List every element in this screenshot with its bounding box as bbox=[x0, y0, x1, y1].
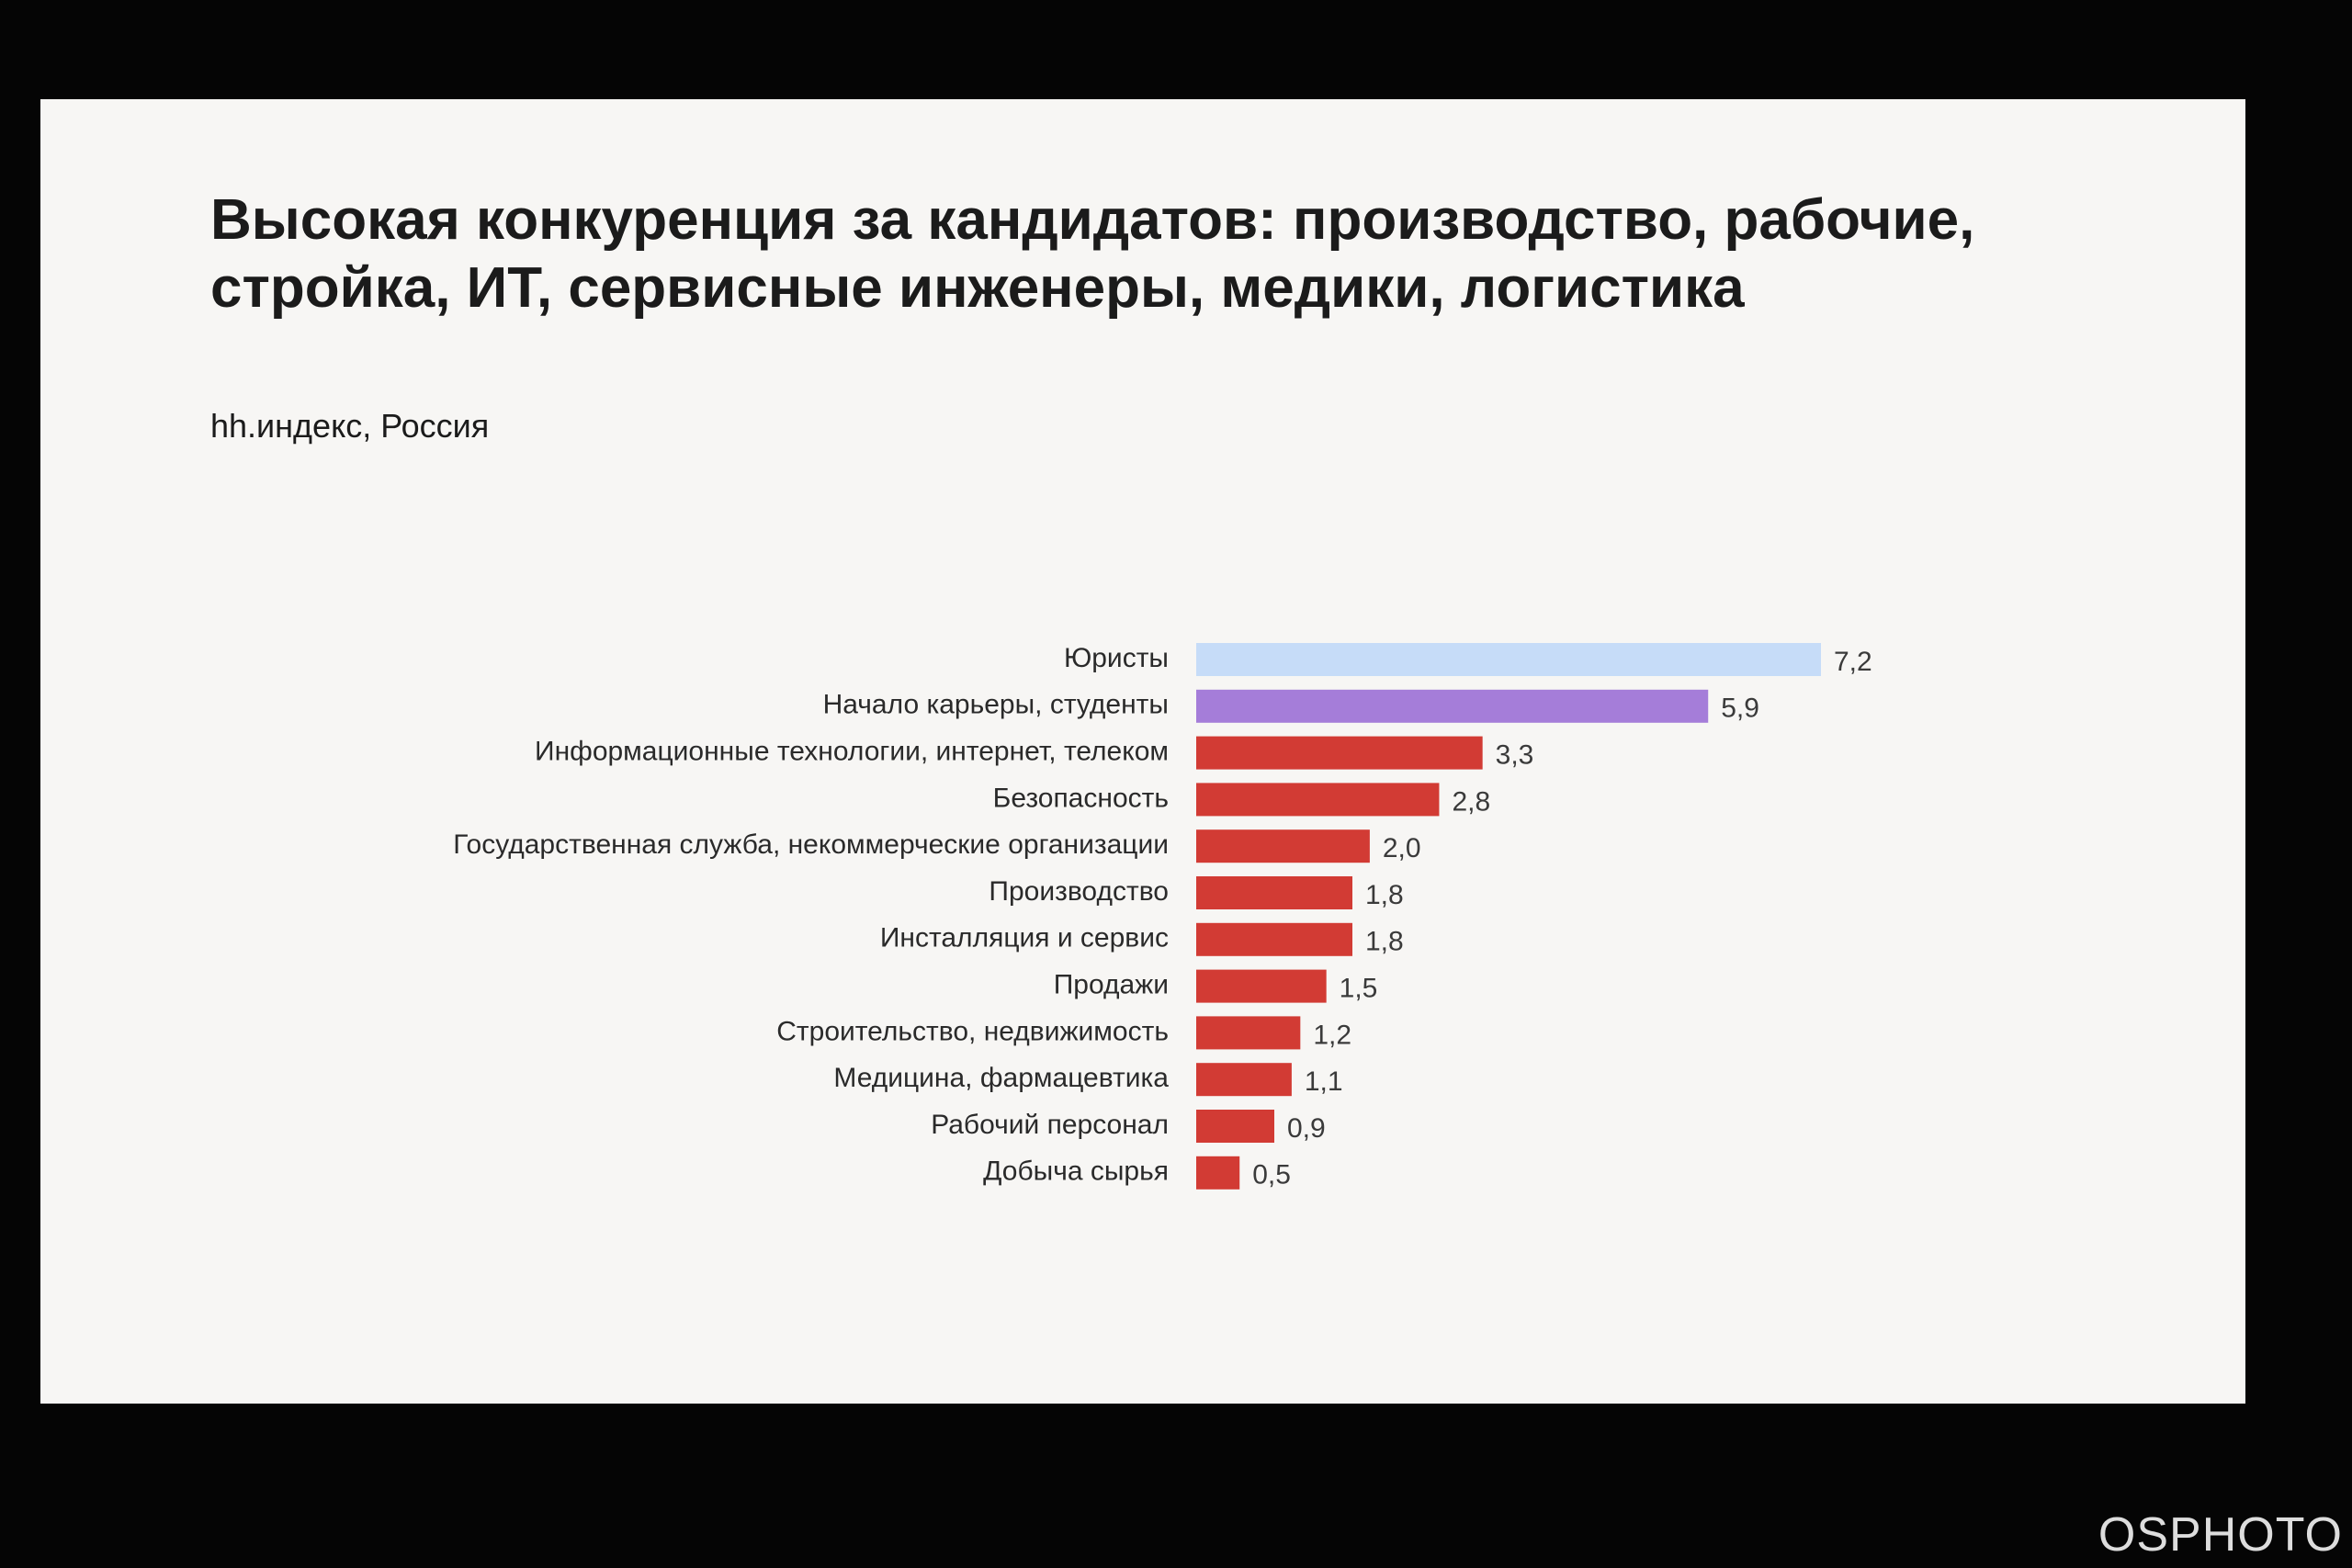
category-label: Продажи bbox=[1054, 970, 1169, 1000]
category-label: Безопасность bbox=[993, 783, 1169, 813]
category-label: Государственная служба, некоммерческие о… bbox=[453, 829, 1169, 860]
value-label: 1,5 bbox=[1340, 974, 1378, 1004]
value-label: 2,0 bbox=[1383, 833, 1421, 863]
value-label: 1,8 bbox=[1365, 927, 1404, 957]
bar bbox=[1196, 969, 1327, 1003]
bar bbox=[1196, 643, 1821, 676]
bar bbox=[1196, 783, 1440, 817]
value-label: 5,9 bbox=[1721, 694, 1759, 724]
chart-subtitle: hh.индекс, Россия bbox=[210, 407, 490, 445]
value-label: 0,5 bbox=[1252, 1160, 1291, 1190]
chart: Юристы 7,2 Начало карьеры, студенты 5,9 Инфо… bbox=[453, 643, 1872, 1190]
value-label: 1,1 bbox=[1305, 1066, 1343, 1097]
bar bbox=[1196, 1110, 1274, 1143]
bar bbox=[1196, 922, 1352, 956]
category-label: Юристы bbox=[1064, 643, 1169, 673]
bar bbox=[1196, 876, 1352, 909]
value-label: 3,3 bbox=[1496, 740, 1534, 771]
category-label: Добыча сырья bbox=[983, 1156, 1169, 1187]
value-label: 2,8 bbox=[1452, 786, 1490, 817]
category-label: Строительство, недвижимость bbox=[776, 1016, 1169, 1046]
category-label: Медицина, фармацевтика bbox=[833, 1063, 1169, 1093]
category-label: Инсталляция и сервис bbox=[880, 923, 1169, 953]
category-label: Производство bbox=[989, 876, 1169, 907]
category-label: Рабочий персонал bbox=[931, 1110, 1169, 1140]
bar bbox=[1196, 689, 1709, 723]
bar bbox=[1196, 736, 1483, 770]
bar bbox=[1196, 829, 1370, 863]
bar bbox=[1196, 1156, 1240, 1190]
value-label: 0,9 bbox=[1287, 1113, 1326, 1144]
bar bbox=[1196, 1016, 1301, 1050]
category-label: Информационные технологии, интернет, тел… bbox=[535, 737, 1169, 767]
watermark: OSPHOTO bbox=[2098, 1508, 2343, 1562]
bar bbox=[1196, 1063, 1292, 1097]
category-label: Начало карьеры, студенты bbox=[823, 690, 1169, 720]
value-label: 1,2 bbox=[1313, 1020, 1351, 1050]
value-label: 1,8 bbox=[1365, 880, 1404, 910]
value-label: 7,2 bbox=[1834, 647, 1872, 677]
chart-title: Высокая конкуренция за кандидатов: произ… bbox=[210, 188, 1975, 320]
slide: Высокая конкуренция за кандидатов: произ… bbox=[40, 99, 2245, 1404]
